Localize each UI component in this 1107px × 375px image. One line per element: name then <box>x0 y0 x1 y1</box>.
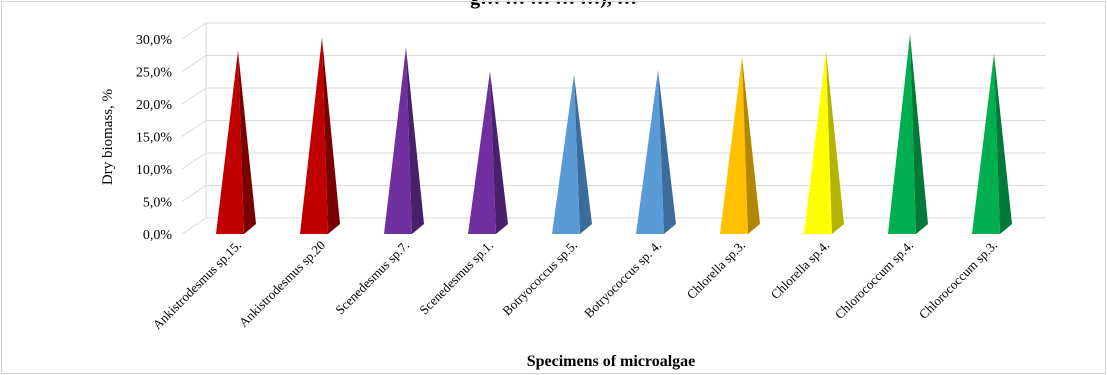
chart-title: g… … … … …), … <box>0 0 1107 10</box>
gridline-depth <box>181 87 207 105</box>
x-tick-label: Scenedesmus sp.7. <box>332 238 412 318</box>
bar-side <box>238 50 256 234</box>
bar-side <box>742 57 760 234</box>
x-tick-label: Scenedesmus sp.1. <box>416 238 496 318</box>
y-tick-label: 10,0% <box>136 163 173 178</box>
y-axis-label: Dry biomass, % <box>100 89 116 185</box>
bar-side <box>322 37 340 234</box>
y-axis-ticks: 0,0% 5,0% 10,0% 15,0% 20,0% 25,0% 30,0% <box>136 33 173 243</box>
bar-front <box>384 47 412 234</box>
bar-side <box>406 47 424 234</box>
x-tick-label: Chlorella sp.4. <box>768 238 832 302</box>
x-tick-label: Ankistrodesmus sp.15. <box>150 238 245 333</box>
bars <box>216 34 1012 234</box>
gridline-depth <box>181 217 207 235</box>
x-tick-label: Botryococcus sp.5. <box>499 238 580 319</box>
x-axis-ticks: Ankistrodesmus sp.15.Ankistrodesmus sp.2… <box>150 238 1001 333</box>
gridline-depth <box>181 22 207 40</box>
bar-front <box>636 70 664 234</box>
y-tick-label: 20,0% <box>136 98 173 113</box>
y-tick-label: 30,0% <box>136 33 173 48</box>
x-tick-label: Chlorella sp.3. <box>684 238 748 302</box>
bar-front <box>888 34 916 234</box>
gridline-depth <box>181 185 207 202</box>
bar-side <box>910 34 928 234</box>
bar-front <box>468 71 496 234</box>
bar-side <box>994 53 1012 234</box>
bar-front <box>552 74 580 234</box>
bar-front <box>300 37 328 234</box>
bar-front <box>720 57 748 234</box>
gridline-depth <box>181 55 207 72</box>
bar-side <box>826 50 844 234</box>
y-tick-label: 25,0% <box>136 66 173 81</box>
gridline-depth <box>181 120 207 137</box>
bar-side <box>658 70 676 234</box>
y-tick-label: 0,0% <box>143 228 173 243</box>
y-tick-label: 15,0% <box>136 131 173 146</box>
bar-front <box>216 50 244 234</box>
x-axis-label: Specimens of microalgae <box>527 353 696 370</box>
x-tick-label: Botryococcus sp. 4. <box>581 238 664 321</box>
y-tick-label: 5,0% <box>143 196 173 211</box>
bar-side <box>574 74 592 234</box>
bar-front <box>804 50 832 234</box>
bar-side <box>490 71 508 234</box>
gridline-depth <box>181 152 207 170</box>
bar-front <box>972 53 1000 234</box>
x-tick-label: Ankistrodesmus sp.20 <box>236 238 328 330</box>
x-tick-label: Chlorococcum sp.4. <box>832 238 916 322</box>
x-tick-label: Chlorococcum sp.3. <box>916 238 1000 322</box>
